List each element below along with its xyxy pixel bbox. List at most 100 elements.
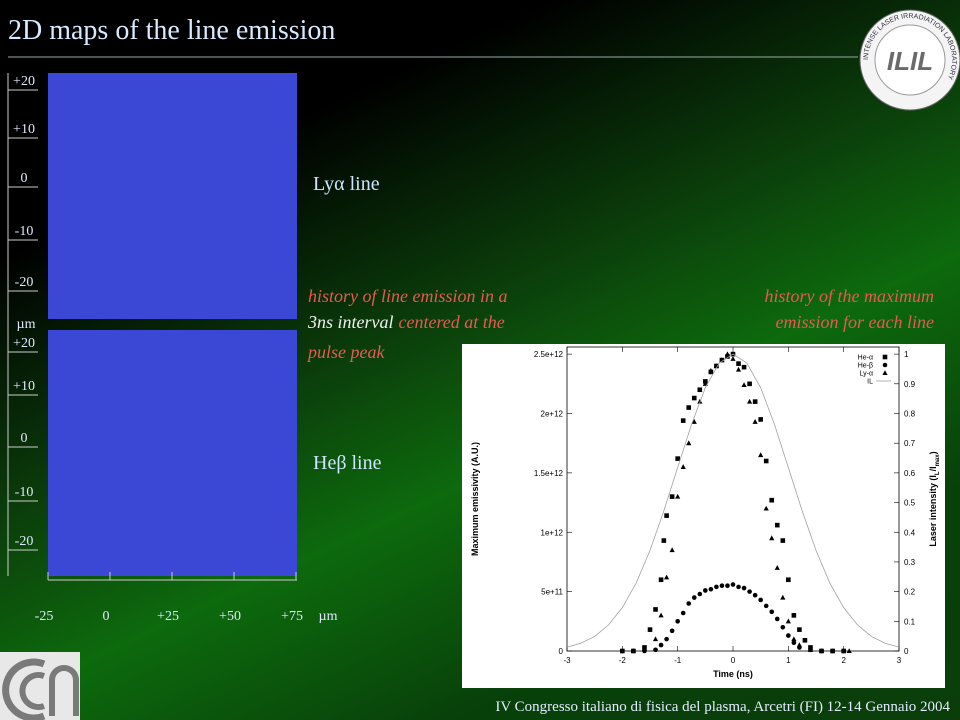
note-line: history of line emission in a [308,286,508,306]
point [741,585,747,591]
point [675,456,680,461]
point [774,565,780,570]
point [686,405,692,410]
x-tick-label: -1 [674,656,682,665]
point [658,642,664,648]
y2-axis-title-part: max [935,454,941,467]
map-axes: +20 +10 0 -10 -20 +20 +10 0 -10 -20 µm -25 0 +25 +50 +7… [8,74,338,624]
point [630,648,636,653]
note-line: emission for each line [776,312,934,332]
point [797,627,802,632]
map-x-unit: µm [319,609,338,624]
point [691,419,697,424]
logo: INTENSE LASER IRRADIATION LABORATORY ILI… [859,9,960,111]
point [758,452,764,458]
y2-tick-label: 0.6 [904,469,916,478]
point [752,592,758,598]
point [741,382,747,387]
point [713,363,719,368]
x-tick-label: -3 [563,656,571,665]
point [807,647,814,652]
point [714,584,719,590]
point [846,648,852,653]
footer: IV Congresso italiano di fisica del plas… [495,699,950,715]
point [747,381,752,387]
y2-tick-label: 0.8 [904,410,916,419]
point [763,505,769,511]
x-tick-label: -2 [619,656,627,665]
note-emphasis: 3ns interval [307,312,394,332]
point [741,364,747,370]
point [708,367,714,373]
point [675,493,681,499]
y-tick-label: 0 [559,647,564,656]
point [752,399,758,404]
point [786,633,791,638]
right-note: history of the maximum emission for each… [765,286,934,332]
note-line: 3ns interval centered at the [307,312,505,332]
map-panel [48,330,297,576]
point [780,594,786,600]
legend-label: IL [867,379,873,386]
map-y-label: 0 [21,171,28,186]
point [680,610,686,616]
point [796,642,802,648]
map-y-label: +20 [13,74,35,89]
point [774,522,780,528]
legend-label: He-β [858,363,873,370]
point [658,612,664,618]
y2-tick-label: 0.1 [904,617,916,626]
y2-axis-title-part: Laser intensity (I [928,475,938,547]
y2-tick-label: 0.2 [904,588,916,597]
point [675,619,680,624]
note-text: history of line emission in a [308,286,508,306]
map-y-label: -10 [15,485,34,500]
point [691,395,697,401]
y2-axis-title-part: /I [928,466,938,471]
point [780,624,786,630]
x-tick-label: 2 [841,656,846,665]
point [669,547,675,553]
point [686,440,692,446]
point [658,577,664,583]
y2-tick-label: 0.7 [904,439,916,448]
point [774,616,780,622]
y2-tick-label: 0.3 [904,558,916,567]
point [802,638,808,643]
note-text: pulse peak [306,342,385,362]
point [830,648,835,654]
point [724,351,731,357]
point [697,591,703,597]
point [691,595,697,600]
point [736,584,741,590]
point [664,513,669,518]
y-tick-label: 1.5e+12 [534,469,564,478]
map-y-unit: µm [17,317,36,332]
point [641,645,648,651]
point [763,458,769,464]
point [791,636,797,642]
note-line: pulse peak [306,342,385,362]
y2-tick-label: 0.4 [904,528,916,537]
title: 2D maps of the line emission [8,15,335,46]
point [786,577,791,583]
y-tick-label: 5e+11 [541,588,563,597]
map-y-label: -20 [15,275,34,290]
note-line: history of the maximum [765,286,934,306]
point [680,464,686,469]
cnr-logo [0,652,80,720]
point [769,497,775,503]
panel-label: Lyα line [313,173,380,195]
point [697,387,703,393]
point [791,640,797,645]
y2-tick-label: 1 [904,350,909,359]
point [620,648,625,654]
chart: -3 -2 -1 0 1 2 305e+111e+121.5e+122e+122.5e+12… [470,347,941,679]
point [669,494,675,499]
map-y-label: -10 [15,224,34,239]
y2-tick-label: 0.5 [904,499,916,508]
chart-background [462,344,945,688]
point [725,354,730,359]
